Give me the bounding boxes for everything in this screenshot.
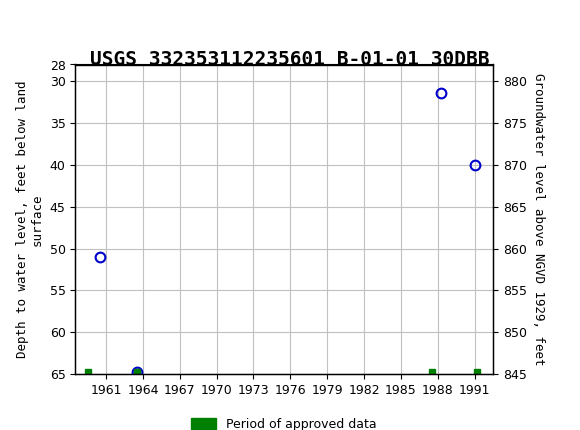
Text: ▒USGS: ▒USGS — [12, 11, 86, 40]
Y-axis label: Depth to water level, feet below land
surface: Depth to water level, feet below land su… — [16, 80, 44, 358]
Y-axis label: Groundwater level above NGVD 1929, feet: Groundwater level above NGVD 1929, feet — [532, 73, 545, 366]
Legend: Period of approved data: Period of approved data — [186, 413, 382, 430]
Text: USGS 332353112235601 B-01-01 30DBB: USGS 332353112235601 B-01-01 30DBB — [90, 50, 490, 69]
